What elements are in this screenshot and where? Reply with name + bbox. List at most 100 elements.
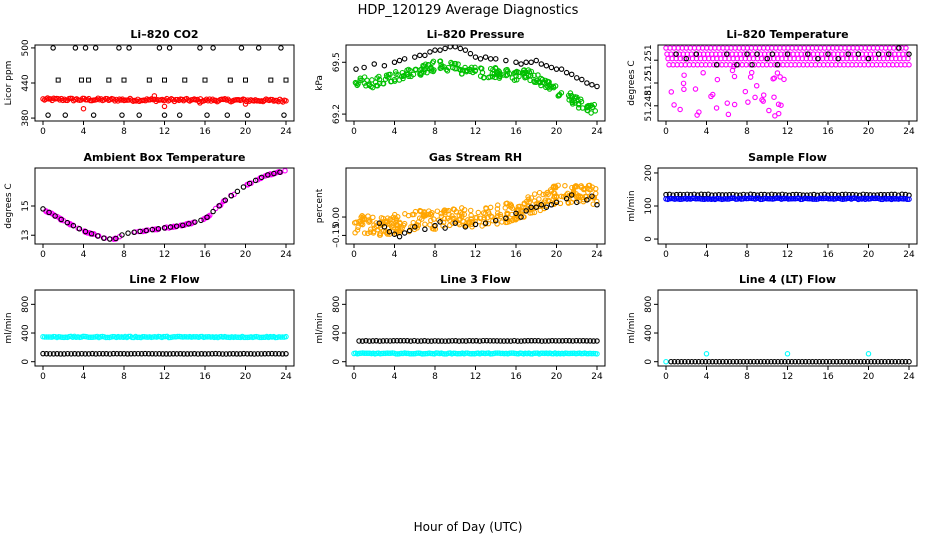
x-tick-label: 16 — [199, 250, 211, 260]
data-point — [806, 195, 813, 202]
data-point — [513, 59, 519, 66]
data-point — [533, 79, 539, 86]
series-co2 — [40, 95, 289, 105]
data-point — [511, 337, 517, 344]
data-point — [391, 76, 398, 83]
data-point — [483, 337, 490, 344]
data-point — [419, 351, 425, 357]
data-point — [441, 215, 448, 222]
data-point — [373, 338, 380, 344]
data-point — [875, 358, 881, 365]
data-point — [472, 221, 479, 228]
data-point — [258, 351, 265, 357]
data-point — [248, 351, 254, 357]
data-point — [376, 76, 383, 83]
data-point — [449, 61, 455, 67]
data-point — [155, 226, 162, 232]
x-tick-label: 20 — [863, 127, 875, 137]
data-point — [145, 351, 152, 357]
data-point — [68, 351, 74, 357]
data-point — [748, 69, 755, 76]
data-point — [121, 77, 127, 83]
data-point — [509, 217, 516, 224]
data-point — [873, 195, 879, 202]
data-point — [853, 192, 859, 198]
panel-pressure: Li–820 Pressure 0 4 8 12 16 20 24 69.2 69.5 kPa — [315, 28, 606, 137]
data-point — [868, 358, 874, 365]
data-point — [663, 358, 669, 365]
data-point — [723, 358, 729, 365]
data-point — [110, 350, 117, 357]
data-point — [813, 358, 819, 365]
data-point — [785, 358, 792, 365]
data-point — [548, 64, 555, 71]
data-point — [431, 67, 437, 73]
data-point — [487, 56, 494, 62]
data-point — [558, 193, 565, 200]
data-point — [830, 358, 836, 365]
data-point — [503, 57, 509, 64]
data-point — [276, 351, 282, 357]
data-point — [255, 351, 261, 357]
x-tick-label: 24 — [280, 372, 292, 382]
data-point — [692, 86, 699, 92]
data-point — [202, 77, 208, 83]
data-point — [127, 95, 133, 102]
data-point — [228, 193, 235, 199]
data-point — [195, 351, 201, 357]
data-point — [702, 358, 709, 365]
data-point — [156, 351, 162, 357]
data-point — [377, 338, 383, 344]
data-point — [485, 220, 492, 227]
data-point — [509, 205, 516, 211]
y-tick-label: 100 — [644, 197, 654, 214]
data-point — [114, 350, 120, 357]
data-point — [590, 338, 597, 344]
data-point — [411, 337, 417, 344]
data-point — [237, 351, 243, 357]
data-point — [405, 212, 412, 219]
data-point — [497, 338, 504, 344]
data-point — [733, 358, 740, 365]
y-axis-label: ml/min — [315, 312, 325, 343]
data-point — [713, 105, 720, 111]
panel-title: Li–820 Pressure — [427, 28, 525, 41]
data-point — [381, 224, 388, 230]
data-point — [368, 83, 374, 90]
data-point — [782, 358, 788, 365]
data-point — [573, 199, 580, 206]
data-point — [589, 81, 595, 88]
data-point — [539, 338, 545, 344]
data-point — [421, 338, 428, 344]
data-point — [356, 338, 362, 344]
data-point — [428, 212, 435, 218]
data-point — [518, 338, 524, 344]
data-point — [784, 351, 791, 357]
data-point — [754, 192, 761, 198]
x-tick-label: 12 — [470, 250, 481, 260]
data-point — [578, 184, 585, 191]
data-point — [543, 84, 549, 91]
data-point — [139, 334, 146, 340]
data-point — [903, 45, 909, 51]
data-point — [192, 219, 198, 225]
data-point — [234, 334, 240, 341]
panel-title: Gas Stream RH — [429, 151, 522, 164]
data-point — [399, 225, 405, 231]
data-point — [802, 358, 809, 365]
x-tick-label: 12 — [470, 127, 481, 137]
data-point — [589, 104, 596, 111]
data-point — [425, 62, 432, 68]
data-point — [525, 338, 531, 344]
data-point — [895, 358, 902, 365]
data-point — [559, 338, 566, 344]
data-point — [371, 61, 377, 67]
data-point — [386, 228, 393, 235]
data-point — [161, 225, 168, 231]
data-point — [391, 59, 398, 66]
data-point — [485, 74, 492, 81]
series-reference — [356, 337, 600, 344]
data-point — [455, 61, 461, 67]
